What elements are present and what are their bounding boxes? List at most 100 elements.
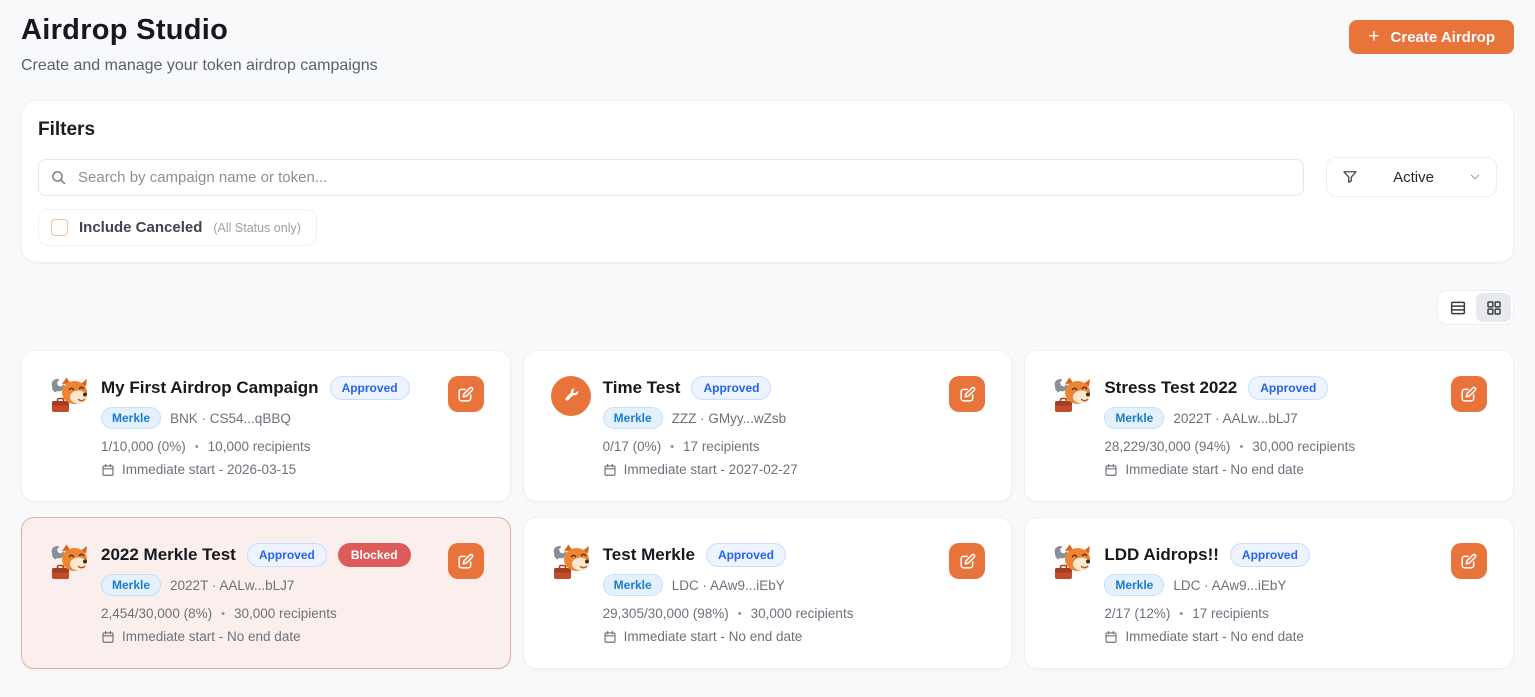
campaign-dates-row: Immediate start - 2027-02-27 (603, 462, 986, 477)
claim-progress: 28,229/30,000 (94%) (1104, 439, 1231, 454)
search-box[interactable] (38, 158, 1304, 196)
fox-mascot-avatar (1052, 543, 1092, 583)
edit-pencil-icon (456, 385, 475, 404)
campaign-title-row: 2022 Merkle Test Approved Blocked (101, 543, 484, 567)
create-airdrop-button[interactable]: + Create Airdrop (1349, 20, 1514, 54)
campaign-card[interactable]: Time Test Approved Merkle ZZZ · GMyy...w… (522, 350, 1013, 502)
include-canceled-checkbox[interactable] (51, 219, 68, 236)
filters-title: Filters (38, 119, 96, 140)
claim-progress: 1/10,000 (0%) (101, 439, 186, 454)
campaign-title-row: Time Test Approved (603, 376, 986, 400)
campaign-card[interactable]: My First Airdrop Campaign Approved Merkl… (21, 350, 511, 502)
token-address: LDC · AAw9...iEbY (1173, 577, 1287, 593)
token-address: ZZZ · GMyy...wZsb (671, 410, 787, 426)
chevron-down-icon (1468, 170, 1482, 184)
campaign-title: My First Airdrop Campaign (101, 378, 319, 397)
calendar-icon (603, 463, 617, 477)
campaign-title: 2022 Merkle Test (101, 545, 236, 564)
edit-campaign-button[interactable] (447, 543, 484, 579)
campaign-dates: Immediate start - No end date (122, 629, 301, 644)
include-canceled-toggle[interactable]: Include Canceled (All Status only) (38, 209, 317, 246)
filters-row: Active (38, 157, 1497, 197)
edit-campaign-button[interactable] (949, 376, 986, 412)
campaign-dates-row: Immediate start - No end date (603, 629, 986, 644)
campaign-card-body: Stress Test 2022 Approved Merkle 2022T ·… (1104, 376, 1487, 477)
status-badge: Approved (329, 376, 410, 400)
blocked-badge: Blocked (337, 543, 411, 567)
search-input[interactable] (76, 167, 1292, 187)
campaign-card-body: Time Test Approved Merkle ZZZ · GMyy...w… (602, 376, 986, 477)
token-row: Merkle LDC · AAw9...iEbY (602, 574, 986, 596)
create-airdrop-button-label: Create Airdrop (1390, 28, 1495, 46)
token-row: Merkle 2022T · AALw...bLJ7 (1104, 407, 1487, 429)
view-toolbar (21, 290, 1514, 325)
campaign-card[interactable]: Stress Test 2022 Approved Merkle 2022T ·… (1024, 350, 1514, 502)
edit-pencil-icon (1459, 552, 1478, 571)
fox-mascot-avatar (49, 543, 89, 583)
campaign-card-body: LDD Aidrops!! Approved Merkle LDC · AAw9… (1104, 543, 1487, 644)
calendar-icon (101, 463, 115, 477)
token-address: 2022T · AALw...bLJ7 (1173, 410, 1298, 426)
list-view-button[interactable] (1440, 293, 1475, 322)
campaign-dates: Immediate start - No end date (1125, 462, 1304, 477)
campaign-card-body: Test Merkle Approved Merkle LDC · AAw9..… (602, 543, 986, 644)
plus-icon: + (1368, 25, 1380, 47)
page-title: Airdrop Studio (21, 14, 229, 46)
claim-stats-row: 2/17 (12%) • 17 recipients (1104, 606, 1487, 621)
claim-progress: 0/17 (0%) (602, 439, 662, 454)
separator-dot: • (737, 607, 742, 620)
view-toggle (1437, 290, 1514, 325)
separator-dot: • (194, 440, 199, 453)
edit-pencil-icon (456, 552, 475, 571)
claim-stats-row: 2,454/30,000 (8%) • 30,000 recipients (101, 606, 484, 621)
campaign-card-body: My First Airdrop Campaign Approved Merkl… (101, 376, 484, 477)
separator-dot: • (1179, 607, 1184, 620)
campaign-title-row: Test Merkle Approved (603, 543, 986, 567)
campaign-type-badge: Merkle (602, 574, 663, 596)
status-badge: Approved (705, 543, 786, 567)
campaign-card[interactable]: LDD Aidrops!! Approved Merkle LDC · AAw9… (1024, 517, 1514, 669)
fox-mascot-avatar (551, 543, 591, 583)
token-address: BNK · CS54...qBBQ (170, 410, 291, 426)
campaign-card[interactable]: Test Merkle Approved Merkle LDC · AAw9..… (522, 517, 1013, 669)
campaign-dates: Immediate start - No end date (1125, 629, 1304, 644)
filter-funnel-icon (1341, 168, 1359, 186)
campaign-dates-row: Immediate start - No end date (1104, 629, 1487, 644)
campaign-title-row: Stress Test 2022 Approved (1104, 376, 1487, 400)
edit-campaign-button[interactable] (447, 376, 484, 412)
token-row: Merkle LDC · AAw9...iEbY (1104, 574, 1487, 596)
status-badge: Approved (1229, 543, 1310, 567)
status-badge: Approved (246, 543, 327, 567)
edit-campaign-button[interactable] (949, 543, 986, 579)
include-canceled-note: (All Status only) (213, 220, 301, 235)
page-header-text: Airdrop Studio Create and manage your to… (21, 10, 378, 75)
token-row: Merkle BNK · CS54...qBBQ (101, 407, 484, 429)
campaign-card[interactable]: 2022 Merkle Test Approved Blocked Merkle… (21, 517, 511, 669)
calendar-icon (603, 630, 617, 644)
edit-pencil-icon (958, 385, 977, 404)
recipient-count: 30,000 recipients (1252, 439, 1356, 454)
grid-view-button[interactable] (1476, 293, 1511, 322)
campaign-type-badge: Merkle (101, 574, 162, 596)
campaign-dates-row: Immediate start - No end date (101, 629, 484, 644)
status-badge: Approved (691, 376, 772, 400)
edit-campaign-button[interactable] (1450, 376, 1487, 412)
recipient-count: 30,000 recipients (750, 606, 854, 621)
campaign-type-badge: Merkle (1104, 574, 1165, 596)
status-filter-dropdown[interactable]: Active (1326, 157, 1497, 197)
token-address: LDC · AAw9...iEbY (671, 577, 785, 593)
list-view-icon (1449, 299, 1467, 317)
campaign-dates: Immediate start - 2026-03-15 (122, 462, 297, 477)
campaign-title: Stress Test 2022 (1104, 378, 1238, 397)
calendar-icon (101, 630, 115, 644)
campaign-dates-row: Immediate start - No end date (1104, 462, 1487, 477)
claim-stats-row: 1/10,000 (0%) • 10,000 recipients (101, 439, 484, 454)
token-address: 2022T · AALw...bLJ7 (170, 577, 295, 593)
campaign-dates-row: Immediate start - 2026-03-15 (101, 462, 484, 477)
search-icon (50, 169, 67, 186)
edit-campaign-button[interactable] (1450, 543, 1487, 579)
page-header: Airdrop Studio Create and manage your to… (21, 10, 1514, 75)
claim-progress: 2/17 (12%) (1104, 606, 1171, 621)
campaign-title: LDD Aidrops!! (1104, 545, 1219, 564)
